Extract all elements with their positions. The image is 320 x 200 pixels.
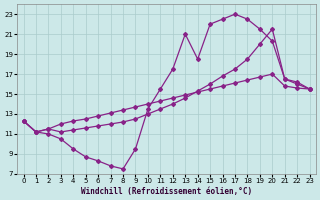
X-axis label: Windchill (Refroidissement éolien,°C): Windchill (Refroidissement éolien,°C)	[81, 187, 252, 196]
